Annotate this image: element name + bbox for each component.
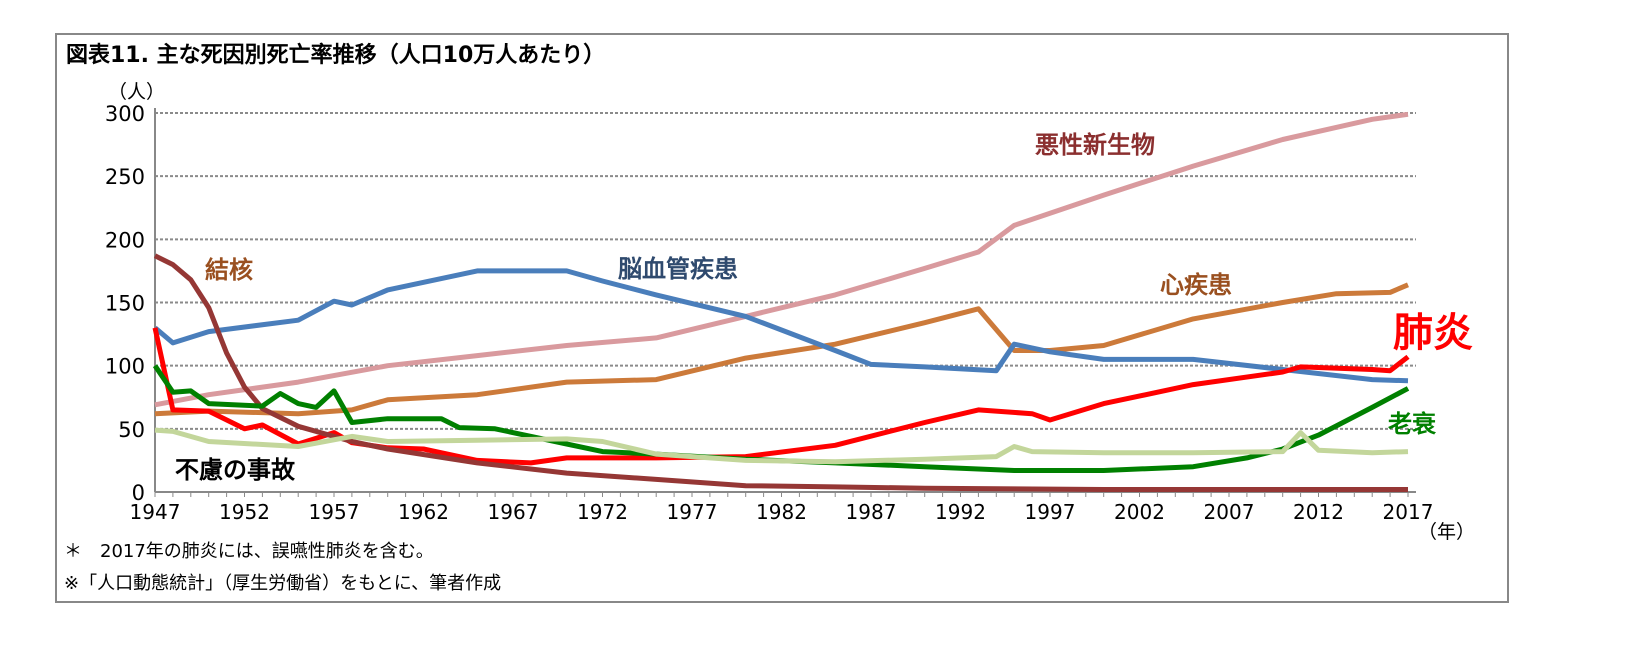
x-tick-label: 1997 xyxy=(1025,500,1076,524)
series-label: 悪性新生物 xyxy=(1035,131,1155,159)
series-line-1 xyxy=(154,282,1409,417)
x-tick-label: 1972 xyxy=(577,500,628,524)
x-tick-label: 1992 xyxy=(935,500,986,524)
chart-title: 図表11. 主な死因別死亡率推移（人口10万人あたり） xyxy=(66,42,605,68)
y-tick-label: 200 xyxy=(105,228,145,252)
y-tick-label: 100 xyxy=(105,355,145,379)
y-tick-label: 250 xyxy=(105,165,145,189)
y-axis-unit: （人） xyxy=(108,81,165,103)
series-line-0 xyxy=(154,111,1409,408)
y-tick-label: 300 xyxy=(105,102,145,126)
x-tick-label: 1987 xyxy=(846,500,897,524)
series-line-3 xyxy=(152,327,1410,466)
x-axis-unit: （年） xyxy=(1418,521,1475,543)
series-label: 老衰 xyxy=(1388,410,1437,438)
x-tick-label: 2007 xyxy=(1204,500,1255,524)
x-tick-label: 2017 xyxy=(1383,500,1434,524)
x-tick-label: 1982 xyxy=(756,500,807,524)
y-tick-label: 150 xyxy=(105,292,145,316)
x-tick-label: 1967 xyxy=(488,500,539,524)
series-label: 不慮の事故 xyxy=(175,456,296,484)
series-line-5 xyxy=(152,364,1410,473)
footnote-2: ※「人口動態統計」（厚生労働省）をもとに、筆者作成 xyxy=(64,573,501,594)
x-tick-label: 1957 xyxy=(309,500,360,524)
series-line-6 xyxy=(154,427,1409,465)
series-label: 肺炎 xyxy=(1393,310,1473,356)
x-tick-label: 1962 xyxy=(398,500,449,524)
series-line-4 xyxy=(153,253,1408,492)
y-tick-label: 50 xyxy=(118,418,145,442)
footnote-1: ＊ 2017年の肺炎には、誤嚥性肺炎を含む。 xyxy=(64,541,434,562)
x-tick-label: 2012 xyxy=(1293,500,1344,524)
series-line-2 xyxy=(153,268,1409,384)
frame xyxy=(55,33,1509,603)
x-tick-label: 1977 xyxy=(667,500,718,524)
x-tick-label: 2002 xyxy=(1114,500,1165,524)
series-label: 心疾患 xyxy=(1160,271,1232,299)
x-tick-label: 1952 xyxy=(219,500,270,524)
y-tick-label: 0 xyxy=(132,481,145,505)
series-label: 結核 xyxy=(205,256,253,284)
series-label: 脳血管疾患 xyxy=(618,255,738,283)
x-tick-label: 1947 xyxy=(130,500,181,524)
